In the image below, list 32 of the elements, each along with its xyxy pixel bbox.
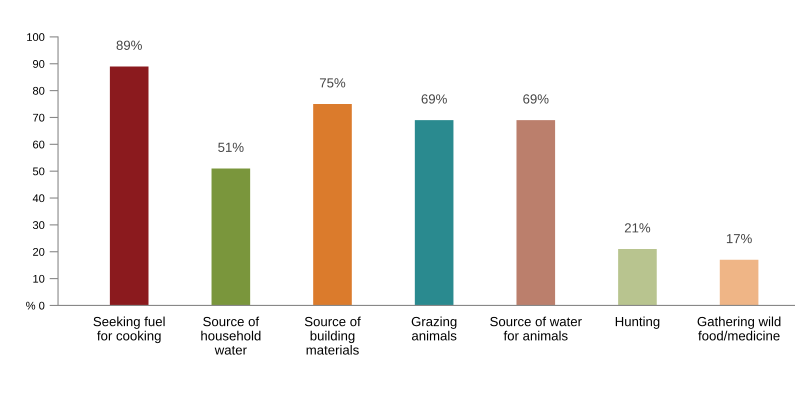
y-tick-label: 70 xyxy=(33,114,44,122)
data-label: 75% xyxy=(320,78,346,88)
data-label: 89% xyxy=(116,40,142,50)
bar xyxy=(313,104,352,306)
bar xyxy=(110,66,149,306)
data-label: 69% xyxy=(523,94,549,104)
data-label: 51% xyxy=(218,142,244,152)
x-tick-label: Source of building materials xyxy=(304,316,361,355)
y-tick-label: 20 xyxy=(33,248,44,256)
y-tick-label: 10 xyxy=(33,274,44,283)
y-tick-label: 90 xyxy=(33,60,44,68)
data-label: 17% xyxy=(726,234,752,244)
y-tick-label: 80 xyxy=(32,86,44,95)
x-tick-label: Source of household water xyxy=(201,316,260,355)
x-tick-label: Gathering wild food/medicine xyxy=(698,316,780,340)
bar xyxy=(720,260,758,306)
y-tick-label: 40 xyxy=(32,194,44,202)
bar xyxy=(516,120,556,306)
x-tick-label: Hunting xyxy=(616,316,660,329)
bar xyxy=(618,249,657,306)
x-tick-label: Seeking fuel for cooking xyxy=(93,316,165,344)
bar xyxy=(414,120,454,306)
x-tick-label: Source of water for animals xyxy=(490,316,582,340)
y-tick-label: 50 xyxy=(32,167,44,176)
y-tick-label: 60 xyxy=(33,140,44,148)
y-tick-label: % 0 xyxy=(26,302,44,310)
y-tick-label: 30 xyxy=(32,221,44,230)
data-label: 21% xyxy=(624,223,650,233)
data-label: 69% xyxy=(422,94,447,104)
x-tick-label: Grazing animals xyxy=(412,316,456,340)
y-tick-label: 100 xyxy=(27,33,44,42)
bar xyxy=(212,168,250,306)
